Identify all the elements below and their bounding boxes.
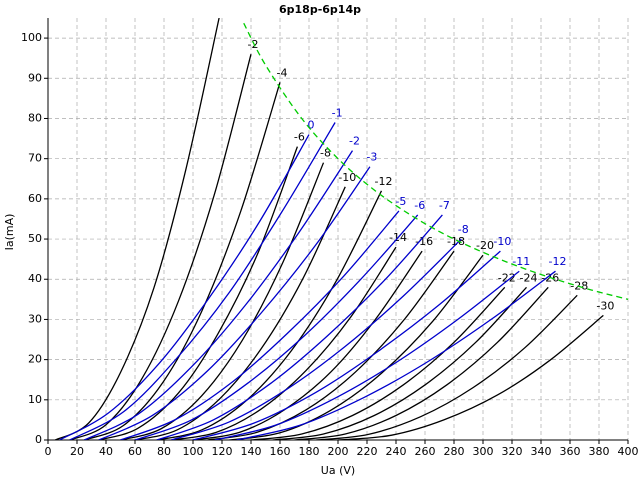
curve: [243, 22, 629, 300]
curve: [337, 314, 604, 440]
curve: [250, 286, 506, 440]
curve-label: -10: [338, 171, 356, 184]
x-tick-label: 300: [473, 445, 494, 458]
curve-label: -11: [512, 255, 530, 268]
x-tick-label: 360: [560, 445, 581, 458]
curve: [192, 250, 501, 440]
x-tick-label: 260: [415, 445, 436, 458]
curve-label: -4: [277, 66, 288, 79]
y-tick-label: 60: [28, 192, 42, 205]
curve-label: 0: [308, 119, 315, 132]
x-tick-label: 380: [589, 445, 610, 458]
curve: [192, 250, 423, 440]
x-tick-label: 140: [241, 445, 262, 458]
curve-label: -7: [439, 199, 450, 212]
curve-label: -8: [320, 147, 331, 160]
x-tick-label: 220: [357, 445, 378, 458]
curve: [294, 286, 549, 440]
y-tick-label: 40: [28, 272, 42, 285]
curve: [98, 166, 371, 440]
curve-label: -12: [549, 255, 567, 268]
y-tick-label: 50: [28, 232, 42, 245]
x-axis-label: Ua (V): [321, 464, 355, 477]
x-tick-label: 400: [618, 445, 639, 458]
curve-label: -2: [349, 135, 360, 148]
curve-label: -6: [294, 131, 305, 144]
curve: [83, 150, 354, 440]
y-tick-label: 10: [28, 393, 42, 406]
curve-label: -3: [366, 151, 377, 164]
curve-label: -16: [415, 235, 433, 248]
y-tick-label: 90: [28, 71, 42, 84]
curve-label: -28: [570, 279, 588, 292]
curve: [120, 162, 325, 440]
x-tick-label: 160: [270, 445, 291, 458]
curve-label: -10: [493, 235, 511, 248]
y-tick-label: 80: [28, 111, 42, 124]
x-tick-label: 180: [299, 445, 320, 458]
x-tick-label: 200: [328, 445, 349, 458]
curve: [171, 246, 397, 440]
curve-label: -20: [476, 239, 494, 252]
curve-label: -22: [498, 271, 516, 284]
curve: [214, 270, 520, 440]
curve: [316, 294, 578, 440]
curve-label: -1: [332, 106, 343, 119]
curve-label: -12: [375, 175, 393, 188]
y-tick-label: 30: [28, 312, 42, 325]
curve: [54, 18, 220, 440]
y-tick-label: 70: [28, 152, 42, 165]
curve: [272, 286, 527, 440]
x-tick-label: 340: [531, 445, 552, 458]
x-tick-label: 80: [157, 445, 171, 458]
curve: [207, 250, 455, 440]
curve: [236, 270, 556, 440]
curve: [84, 82, 281, 440]
curve: [156, 190, 383, 440]
chart-title: 6p18p-6p14p: [279, 3, 361, 16]
curve: [69, 122, 336, 440]
x-tick-label: 60: [128, 445, 142, 458]
x-tick-label: 100: [183, 445, 204, 458]
curve-label: -8: [458, 223, 469, 236]
curve: [156, 214, 443, 440]
curve: [120, 210, 400, 440]
x-tick-label: 20: [70, 445, 84, 458]
x-tick-label: 280: [444, 445, 465, 458]
x-tick-label: 40: [99, 445, 113, 458]
curve-label: -6: [414, 199, 425, 212]
curve-label: -24: [520, 271, 538, 284]
y-axis-label: Ia(mA): [3, 214, 16, 251]
x-tick-label: 320: [502, 445, 523, 458]
curve: [59, 134, 310, 440]
y-tick-label: 100: [21, 31, 42, 44]
x-tick-label: 0: [45, 445, 52, 458]
curve: [171, 238, 462, 440]
y-tick-label: 20: [28, 353, 42, 366]
curve-label: -2: [248, 38, 259, 51]
curve: [134, 214, 419, 440]
x-tick-label: 240: [386, 445, 407, 458]
curve-label: -30: [596, 299, 614, 312]
curve: [134, 186, 346, 440]
curve: [69, 54, 252, 440]
curve-label: -5: [395, 195, 406, 208]
curve: [229, 254, 484, 440]
y-tick-label: 0: [35, 433, 42, 446]
x-tick-label: 120: [212, 445, 233, 458]
